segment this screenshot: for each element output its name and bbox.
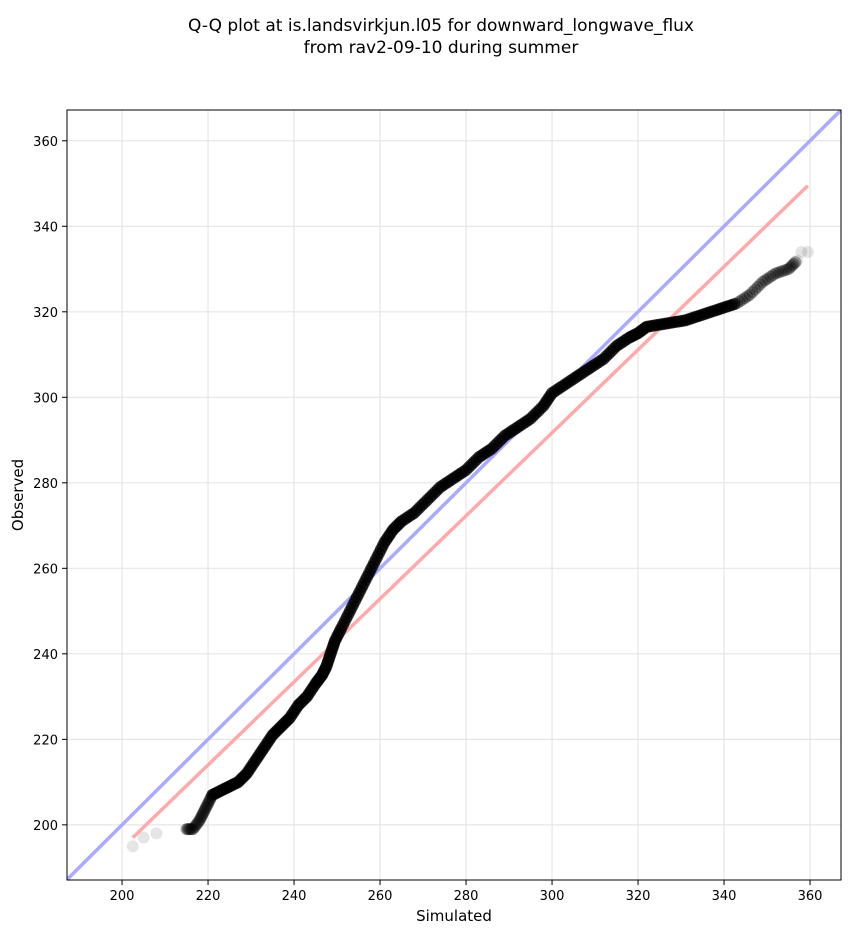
data-point xyxy=(201,799,214,812)
x-tick-label: 360 xyxy=(798,889,823,904)
data-point xyxy=(728,298,741,311)
data-point xyxy=(200,800,213,813)
x-tick-label: 300 xyxy=(540,889,565,904)
data-point xyxy=(195,811,208,824)
data-point xyxy=(733,295,746,308)
data-point xyxy=(190,817,203,830)
x-axis-label: Simulated xyxy=(416,907,492,925)
data-point xyxy=(186,823,199,836)
data-point xyxy=(730,297,743,310)
data-point xyxy=(197,806,210,819)
data-point xyxy=(192,816,205,829)
y-tick-label: 200 xyxy=(33,819,58,834)
data-point xyxy=(801,245,814,258)
x-tick-label: 280 xyxy=(454,889,479,904)
chart-title-line1: Q-Q plot at is.landsvirkjun.l05 for down… xyxy=(188,16,694,36)
data-point xyxy=(137,831,150,844)
data-point xyxy=(774,265,787,278)
plot-frame xyxy=(66,109,842,881)
data-point xyxy=(183,823,196,836)
data-point xyxy=(193,814,206,827)
data-point xyxy=(779,263,792,276)
x-tick-label: 260 xyxy=(368,889,393,904)
data-point xyxy=(761,272,774,285)
data-point xyxy=(738,292,751,305)
y-tick-label: 300 xyxy=(33,391,58,406)
y-tick-label: 260 xyxy=(33,562,58,577)
data-point xyxy=(751,281,764,294)
data-point xyxy=(782,263,795,276)
data-point xyxy=(789,256,802,269)
data-point xyxy=(749,283,761,296)
x-tick-label: 320 xyxy=(626,889,651,904)
data-point xyxy=(754,278,767,291)
data-point xyxy=(795,245,808,258)
data-point xyxy=(184,823,197,836)
data-point xyxy=(777,264,790,277)
y-axis-label: Observed xyxy=(9,459,27,531)
data-point xyxy=(185,823,198,836)
data-point xyxy=(194,812,207,825)
data-point xyxy=(189,819,202,832)
data-point xyxy=(784,261,797,274)
data-point xyxy=(150,827,163,840)
data-point xyxy=(759,274,772,287)
data-point xyxy=(746,286,759,299)
y-tick-label: 220 xyxy=(33,733,58,748)
data-point xyxy=(188,821,201,834)
data-point xyxy=(756,275,769,288)
x-tick-label: 200 xyxy=(110,889,135,904)
scatter-points xyxy=(126,245,814,853)
y-tick-label: 320 xyxy=(33,306,58,321)
data-point xyxy=(772,266,785,279)
data-point xyxy=(736,293,749,306)
data-point xyxy=(769,267,782,280)
data-point xyxy=(196,807,209,820)
data-point xyxy=(199,802,212,815)
fit-line xyxy=(131,184,810,839)
data-point xyxy=(126,840,139,853)
data-point xyxy=(764,270,777,283)
y-tick-label: 240 xyxy=(33,648,58,663)
data-point xyxy=(180,823,193,836)
data-point xyxy=(743,288,756,301)
data-point xyxy=(787,257,800,270)
identity-line xyxy=(67,110,841,880)
x-tick-label: 240 xyxy=(282,889,307,904)
x-tick-label: 340 xyxy=(712,889,737,904)
reference-lines xyxy=(67,110,841,880)
data-point xyxy=(791,254,804,267)
chart-title-line2: from rav2-09-10 during summer xyxy=(304,38,579,58)
y-tick-label: 280 xyxy=(33,477,58,492)
y-tick-label: 340 xyxy=(33,220,58,235)
y-tick-label: 360 xyxy=(33,135,58,150)
data-point xyxy=(741,290,754,303)
x-tick-label: 220 xyxy=(196,889,221,904)
axis-ticks: 200 220 240 260 280 300 320 340 360 200 220 240 260 2… xyxy=(33,135,822,904)
data-point xyxy=(198,804,211,817)
data-point xyxy=(767,269,780,282)
data-point xyxy=(785,259,798,272)
data-point xyxy=(196,809,209,822)
data-point xyxy=(181,823,194,836)
